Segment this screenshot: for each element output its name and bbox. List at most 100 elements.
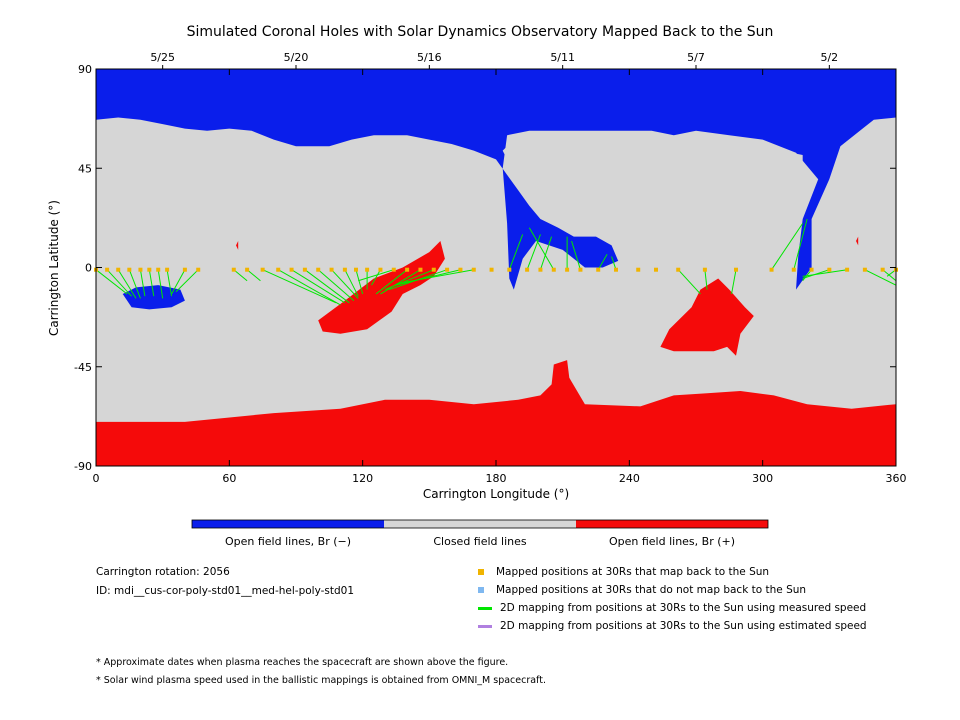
mapped-point (538, 267, 543, 272)
mapping-line (526, 234, 541, 270)
mapping-line (166, 269, 173, 297)
mapping-line (277, 269, 341, 306)
mapping-line (375, 269, 408, 295)
legend-square-marker (478, 569, 484, 575)
mapping-line (233, 269, 248, 282)
mapping-line (358, 269, 394, 282)
date-label: 5/20 (284, 51, 309, 64)
mapping-line (400, 269, 474, 284)
mapping-line (128, 269, 141, 299)
point-legend-item: 2D mapping from positions at 30Rs to the… (478, 602, 866, 614)
mapped-point (405, 267, 410, 272)
mapped-point (880, 267, 885, 272)
mapped-point (418, 267, 423, 272)
mapped-point (260, 267, 265, 272)
polarity-colorbar: Open field lines, Br (−) Closed field lin… (191, 519, 769, 548)
mapping-line (262, 269, 337, 304)
mapped-point (342, 267, 347, 272)
mapping-line (802, 269, 848, 277)
mapped-point (138, 267, 143, 272)
mapped-point (127, 267, 132, 272)
mapped-point (845, 267, 850, 272)
x-tick-label: 0 (93, 472, 100, 485)
mapping-line (331, 269, 359, 299)
region-south-west-hole (122, 285, 185, 310)
mapping-line (95, 269, 128, 295)
mapped-point (734, 267, 738, 272)
mapped-point (458, 267, 463, 272)
mapping-line (611, 256, 617, 270)
plot-area (94, 69, 898, 466)
mapped-point (105, 267, 110, 272)
colorbar-segment (384, 520, 576, 528)
mapping-line (175, 269, 199, 293)
mapped-point (196, 267, 201, 272)
x-tick-label: 120 (352, 472, 373, 485)
x-axis-label: Carrington Longitude (°) (423, 487, 569, 501)
mapped-point (809, 267, 814, 272)
mapped-point (471, 267, 476, 272)
mapped-point (116, 267, 121, 272)
mapped-point (489, 267, 494, 272)
mapped-point (676, 267, 681, 272)
point-legend-item: Mapped positions at 30Rs that map back t… (478, 566, 769, 578)
mapping-line (139, 269, 146, 297)
mapping-line (528, 227, 555, 270)
point-legend-item: 2D mapping from positions at 30Rs to the… (478, 620, 867, 632)
mapped-point (578, 267, 583, 272)
point-legend-label: 2D mapping from positions at 30Rs to the… (500, 620, 867, 632)
region-closed-bubble-2 (780, 152, 803, 173)
date-label: 5/16 (417, 51, 442, 64)
mapped-point (147, 267, 152, 272)
mapped-point (596, 267, 601, 272)
mapped-point (827, 267, 832, 272)
colorbar-label: Closed field lines (433, 535, 527, 548)
mapping-line (539, 236, 553, 270)
date-label: 5/7 (687, 51, 705, 64)
mapping-line (571, 240, 581, 270)
mapped-point (551, 267, 556, 272)
mapped-point (289, 267, 294, 272)
footnote-speed: * Solar wind plasma speed used in the ba… (96, 675, 546, 686)
mapped-point (276, 267, 281, 272)
carrington-rotation-text: Carrington rotation: 2056 (96, 566, 230, 578)
point-legend-label: 2D mapping from positions at 30Rs to the… (500, 602, 867, 614)
date-label: 5/11 (550, 51, 575, 64)
footnote-dates: * Approximate dates when plasma reaches … (96, 657, 509, 668)
mapped-point (525, 267, 530, 272)
mapped-point (862, 267, 867, 272)
date-label: 5/2 (820, 51, 838, 64)
model-id-text: ID: mdi__cus-cor-poly-std01__med-hel-pol… (96, 585, 355, 597)
x-tick-label: 300 (752, 472, 773, 485)
mapped-point (507, 267, 512, 272)
mapped-point (391, 267, 396, 272)
mapping-line (597, 254, 608, 270)
mapping-line (344, 269, 359, 297)
y-tick-label: 45 (78, 162, 92, 175)
point-legend-label: Mapped positions at 30Rs that do not map… (496, 584, 807, 596)
y-axis-label: Carrington Latitude (°) (47, 200, 61, 336)
mapping-line (157, 269, 164, 299)
x-tick-label: 60 (222, 472, 236, 485)
mapping-line (171, 269, 186, 295)
x-tick-label: 240 (619, 472, 640, 485)
mapped-point (245, 267, 250, 272)
colorbar-label: Open field lines, Br (−) (225, 535, 351, 548)
mapped-point (565, 267, 570, 272)
mapped-point (329, 267, 334, 272)
mapping-line (731, 269, 737, 295)
mapped-point (231, 267, 236, 272)
mapping-line (793, 218, 808, 270)
mapping-line (148, 269, 155, 297)
mapped-point (654, 267, 658, 272)
legend-line-marker (478, 606, 492, 610)
mapped-point (702, 267, 707, 272)
mapping-line (864, 269, 897, 286)
region-small-spot-2 (856, 236, 859, 246)
region-small-spot-1 (236, 241, 239, 250)
mapped-point (156, 267, 161, 272)
mapped-point (769, 267, 774, 272)
mapped-point (165, 267, 170, 272)
region-north-polar-hole (96, 69, 896, 290)
